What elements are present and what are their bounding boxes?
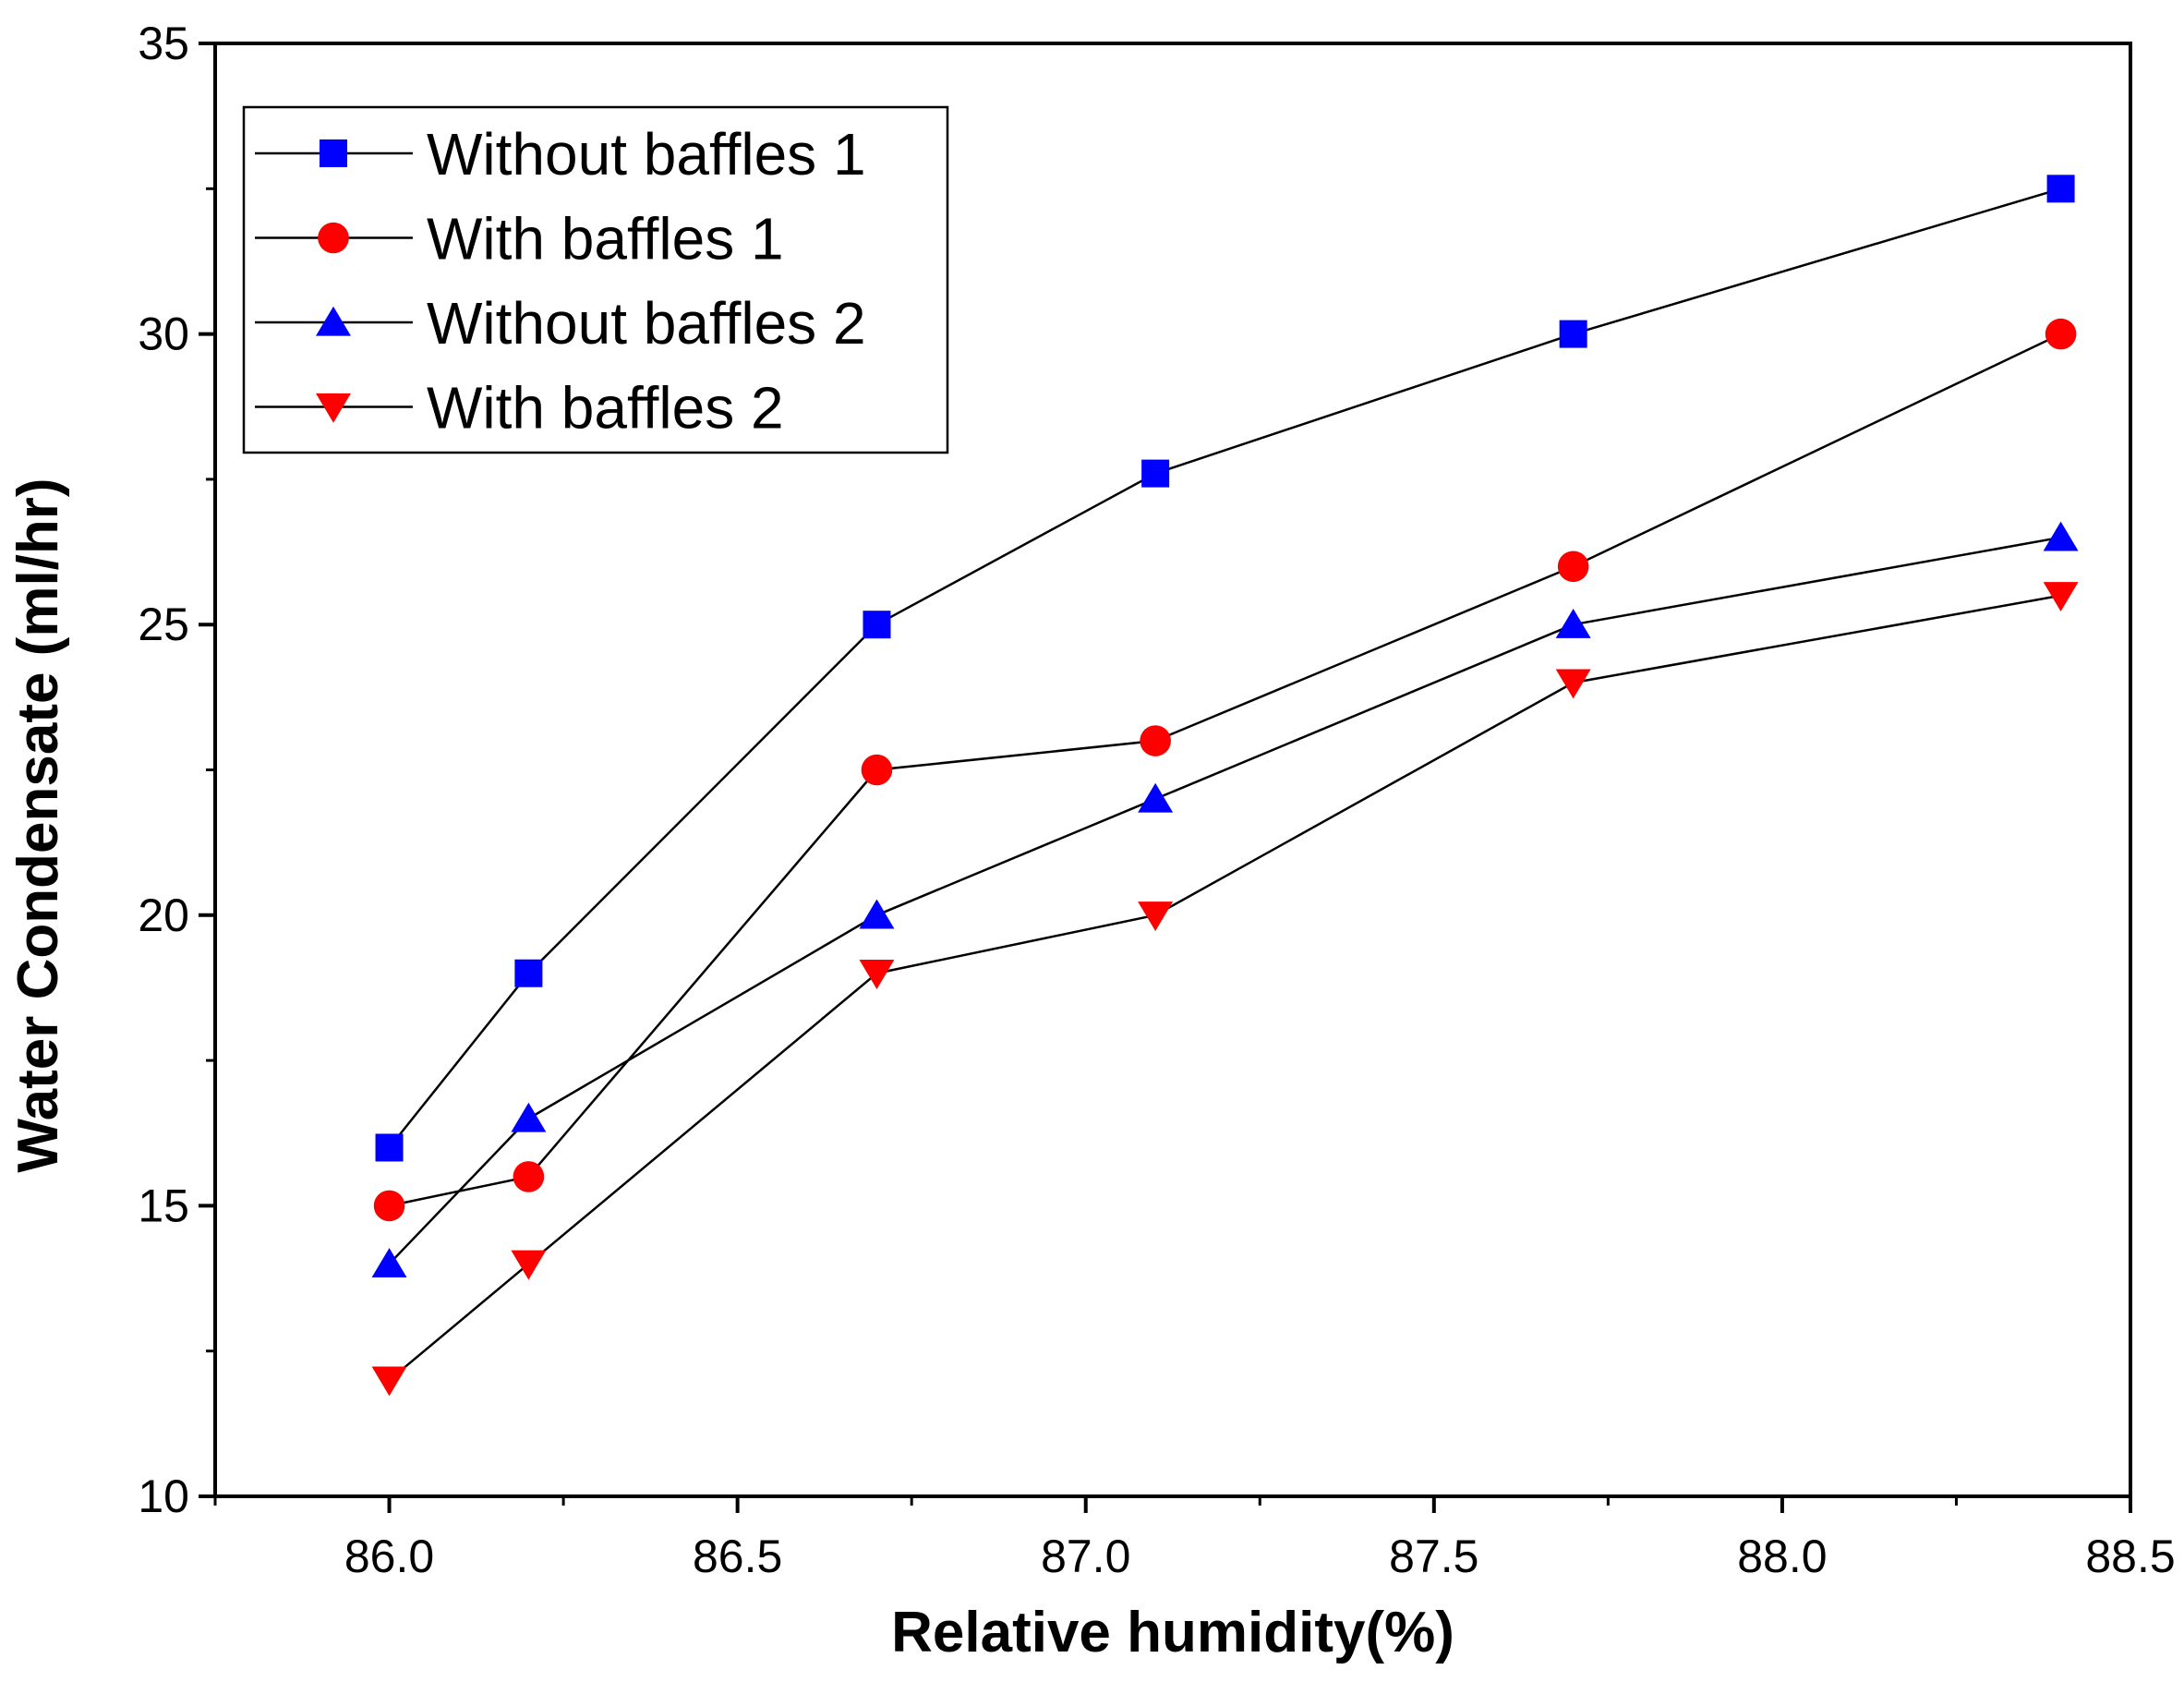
- series-lines: [388, 188, 2062, 1382]
- series-line-1: [388, 188, 2061, 1149]
- y-axis: 10 15 20 25 30 35: [138, 18, 215, 1522]
- x-axis: 86.0 86.5 87.0 87.5 88.0 88.5: [213, 1496, 2176, 1582]
- data-point: [1138, 782, 1174, 813]
- data-point: [371, 1366, 407, 1397]
- y-tick-label: 30: [138, 309, 189, 360]
- legend: Without baffles 1 With baffles 1 Without b…: [242, 105, 949, 454]
- data-point: [1555, 608, 1591, 638]
- data-point: [1140, 725, 1171, 756]
- data-point: [2046, 175, 2075, 203]
- data-point: [1557, 551, 1589, 583]
- data-point: [1138, 901, 1174, 932]
- data-point: [511, 1250, 547, 1280]
- legend-label: Without baffles 2: [427, 290, 866, 357]
- legend-marker: [316, 393, 351, 423]
- data-point: [2043, 582, 2079, 611]
- data-point: [859, 899, 895, 929]
- legend-marker: [318, 222, 349, 254]
- y-tick-label: 35: [138, 18, 189, 69]
- x-tick-label: 86.5: [693, 1531, 782, 1582]
- legend-marker: [320, 139, 347, 167]
- y-tick-label: 10: [138, 1470, 189, 1522]
- x-tick-label: 88.0: [1737, 1531, 1827, 1582]
- y-tick-label: 15: [138, 1180, 189, 1231]
- series-line-2: [389, 333, 2062, 1207]
- x-tick-label: 88.5: [2085, 1531, 2175, 1582]
- data-point: [863, 611, 891, 639]
- legend-marker: [316, 306, 351, 336]
- legend-label: With baffles 2: [427, 375, 784, 442]
- x-tick-label: 87.0: [1041, 1531, 1130, 1582]
- data-point: [511, 1102, 547, 1132]
- series-line-4: [388, 594, 2061, 1382]
- series-line-3: [388, 536, 2061, 1265]
- y-tick-label: 20: [138, 889, 189, 941]
- data-point: [375, 1133, 404, 1162]
- x-tick-label: 86.0: [344, 1531, 434, 1582]
- legend-label: With baffles 1: [427, 206, 784, 272]
- data-point: [861, 754, 893, 786]
- data-point: [514, 959, 543, 987]
- y-tick-label: 25: [138, 599, 189, 650]
- data-point: [1141, 459, 1170, 488]
- data-point: [2045, 318, 2077, 350]
- data-point: [1559, 320, 1587, 348]
- data-point: [513, 1161, 545, 1192]
- x-tick-label: 87.5: [1389, 1531, 1478, 1582]
- series-markers: [371, 175, 2079, 1397]
- data-point: [859, 960, 895, 989]
- data-point: [2043, 521, 2079, 551]
- data-point: [373, 1190, 405, 1222]
- data-point: [1555, 669, 1591, 699]
- x-axis-title: Relative humidity(%): [891, 1601, 1454, 1664]
- legend-box: [242, 105, 949, 454]
- y-axis-title: Water Condensate (ml/hr): [6, 478, 70, 1172]
- data-point: [371, 1248, 407, 1277]
- legend-label: Without baffles 1: [427, 121, 866, 188]
